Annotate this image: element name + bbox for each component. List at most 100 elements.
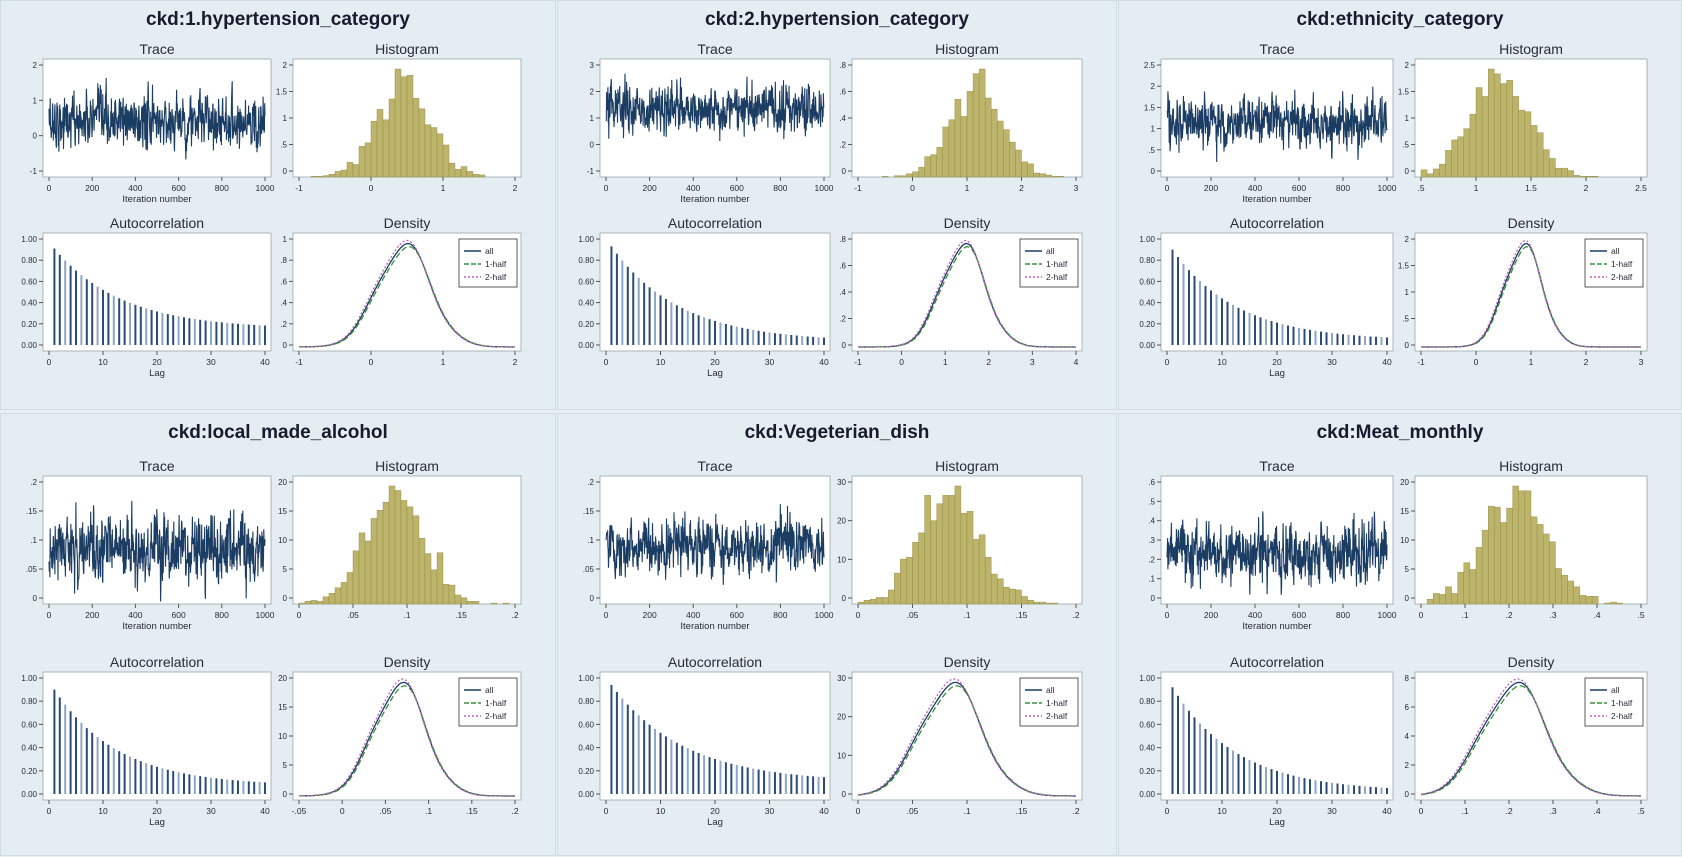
histogram-xtick-label: .15 <box>455 610 467 620</box>
trace-xtick-label: 200 <box>643 183 657 193</box>
autocorrelation-ytick-label: 0.40 <box>21 744 37 753</box>
autocorrelation-subplot-title: Autocorrelation <box>110 215 204 231</box>
autocorrelation-ytick-label: 0.00 <box>578 341 594 350</box>
density-subplot-title: Density <box>1508 215 1555 231</box>
histogram-xtick-label: 0 <box>856 610 861 620</box>
autocorrelation-xlabel: Lag <box>707 817 723 828</box>
density-ytick-label: 2 <box>1405 761 1410 770</box>
density-ytick-label: 10 <box>278 732 287 741</box>
autocorrelation-ytick-label: 1.00 <box>21 235 37 244</box>
density-2half-line <box>857 678 1076 797</box>
histogram-xtick-label: 1 <box>1474 183 1479 193</box>
histogram-bar <box>1610 601 1617 605</box>
histogram-bar <box>906 173 913 178</box>
histogram-ytick-label: 0 <box>283 167 288 176</box>
density-1half-line <box>1420 685 1642 797</box>
trace-ytick-label: 1.5 <box>1144 103 1156 112</box>
histogram-bar <box>1015 589 1022 605</box>
autocorrelation-xlabel: Lag <box>1269 368 1285 379</box>
density-xtick-label: .05 <box>907 806 919 816</box>
histogram-bar <box>936 503 943 605</box>
panel-title: ckd:1.hypertension_category <box>146 9 410 30</box>
histogram-bar <box>346 162 354 178</box>
trace-xtick-label: 1000 <box>1378 610 1397 620</box>
histogram-bar <box>918 532 925 605</box>
histogram-ytick-label: 10 <box>1400 536 1409 545</box>
histogram-bar <box>1494 73 1501 178</box>
histogram-bar <box>502 602 510 605</box>
histogram-bar <box>1579 595 1587 605</box>
trace-subplot: Trace 0 200 400 600 800 1000 0 .05 .1 .15 .2 Iterati… <box>583 458 834 632</box>
legend-box <box>458 677 518 727</box>
density-ytick-label: .8 <box>839 235 846 244</box>
histogram-bar <box>448 162 456 178</box>
trace-xtick-label: 600 <box>730 183 744 193</box>
histogram-ytick-label: 10 <box>837 555 846 564</box>
histogram-xtick-label: .2 <box>1505 610 1512 620</box>
histogram-bar <box>394 68 402 178</box>
density-subplot: Density -1 0 1 2 3 0 .5 1 1.5 2 all 1-half 2-half <box>1398 215 1648 367</box>
histogram-bar <box>1021 596 1028 605</box>
histogram-subplot: Histogram .5 1 1.5 2 2.5 0 .5 1 1.5 2 <box>1398 41 1648 193</box>
autocorrelation-ytick-label: 0.80 <box>1139 697 1155 706</box>
trace-line <box>605 504 825 585</box>
histogram-bar <box>418 108 426 178</box>
density-xtick-label: 4 <box>1074 357 1079 367</box>
density-2half-line <box>299 678 515 797</box>
trace-ytick-label: .4 <box>1148 517 1155 526</box>
histogram-bar <box>942 495 950 605</box>
trace-ytick-label: .05 <box>583 565 595 574</box>
density-xtick-label: -1 <box>854 357 862 367</box>
histogram-subplot: Histogram -1 0 1 2 0 .5 1 1.5 2 <box>276 41 522 193</box>
histogram-bar <box>316 176 324 178</box>
density-ytick-label: 20 <box>837 713 846 722</box>
histogram-ytick-label: 15 <box>1400 507 1409 516</box>
density-ytick-label: .4 <box>839 288 846 297</box>
histogram-bar <box>430 127 438 178</box>
trace-xtick-label: 600 <box>730 610 744 620</box>
histogram-xtick-label: 1.5 <box>1525 183 1537 193</box>
histogram-xtick-label: .3 <box>1549 610 1556 620</box>
density-ytick-label: 6 <box>1405 703 1410 712</box>
histogram-bar <box>1033 172 1040 178</box>
histogram-bar <box>1433 593 1440 605</box>
histogram-bar <box>900 558 907 605</box>
mcmc-diagnostics-panel: ckd:Meat_monthly Trace 0 200 400 600 800 1000 0.… <box>1118 413 1682 856</box>
density-xtick-label: 0 <box>369 357 374 367</box>
histogram-bar <box>997 120 1004 178</box>
histogram-bar <box>436 133 444 178</box>
histogram-bar <box>894 572 901 605</box>
autocorrelation-xtick-label: 30 <box>765 357 775 367</box>
histogram-bar <box>400 500 408 605</box>
autocorrelation-xtick-label: 30 <box>1327 806 1337 816</box>
histogram-bar <box>972 73 980 178</box>
autocorrelation-xtick-label: 20 <box>152 806 162 816</box>
autocorrelation-xtick-label: 20 <box>710 806 720 816</box>
autocorrelation-xtick-label: 30 <box>206 806 216 816</box>
trace-xtick-label: 600 <box>1292 183 1306 193</box>
histogram-xtick-label: .05 <box>347 610 359 620</box>
density-xtick-label: .5 <box>1637 806 1644 816</box>
autocorrelation-ytick-label: 1.00 <box>1139 235 1155 244</box>
autocorrelation-subplot-title: Autocorrelation <box>110 654 204 670</box>
histogram-ytick-label: .8 <box>839 61 846 70</box>
density-xtick-label: .2 <box>511 806 518 816</box>
histogram-ytick-label: 1.5 <box>276 88 288 97</box>
histogram-bar <box>1488 68 1495 178</box>
autocorrelation-xtick-label: 0 <box>1165 357 1170 367</box>
histogram-xtick-label: 0 <box>369 183 374 193</box>
histogram-bar <box>322 175 330 178</box>
autocorrelation-xtick-label: 20 <box>710 357 720 367</box>
density-ytick-label: 2 <box>1405 235 1410 244</box>
autocorrelation-ytick-label: 0.20 <box>1139 767 1155 776</box>
histogram-xtick-label: .1 <box>963 610 970 620</box>
autocorrelation-xtick-label: 40 <box>1382 357 1392 367</box>
histogram-bar <box>1439 594 1446 605</box>
autocorrelation-ytick-label: 0.60 <box>21 720 37 729</box>
histogram-bar <box>1045 174 1052 178</box>
trace-ytick-label: 0 <box>33 132 38 141</box>
histogram-bar <box>352 164 360 178</box>
trace-xtick-label: 0 <box>604 610 609 620</box>
trace-xtick-label: 400 <box>1248 183 1262 193</box>
